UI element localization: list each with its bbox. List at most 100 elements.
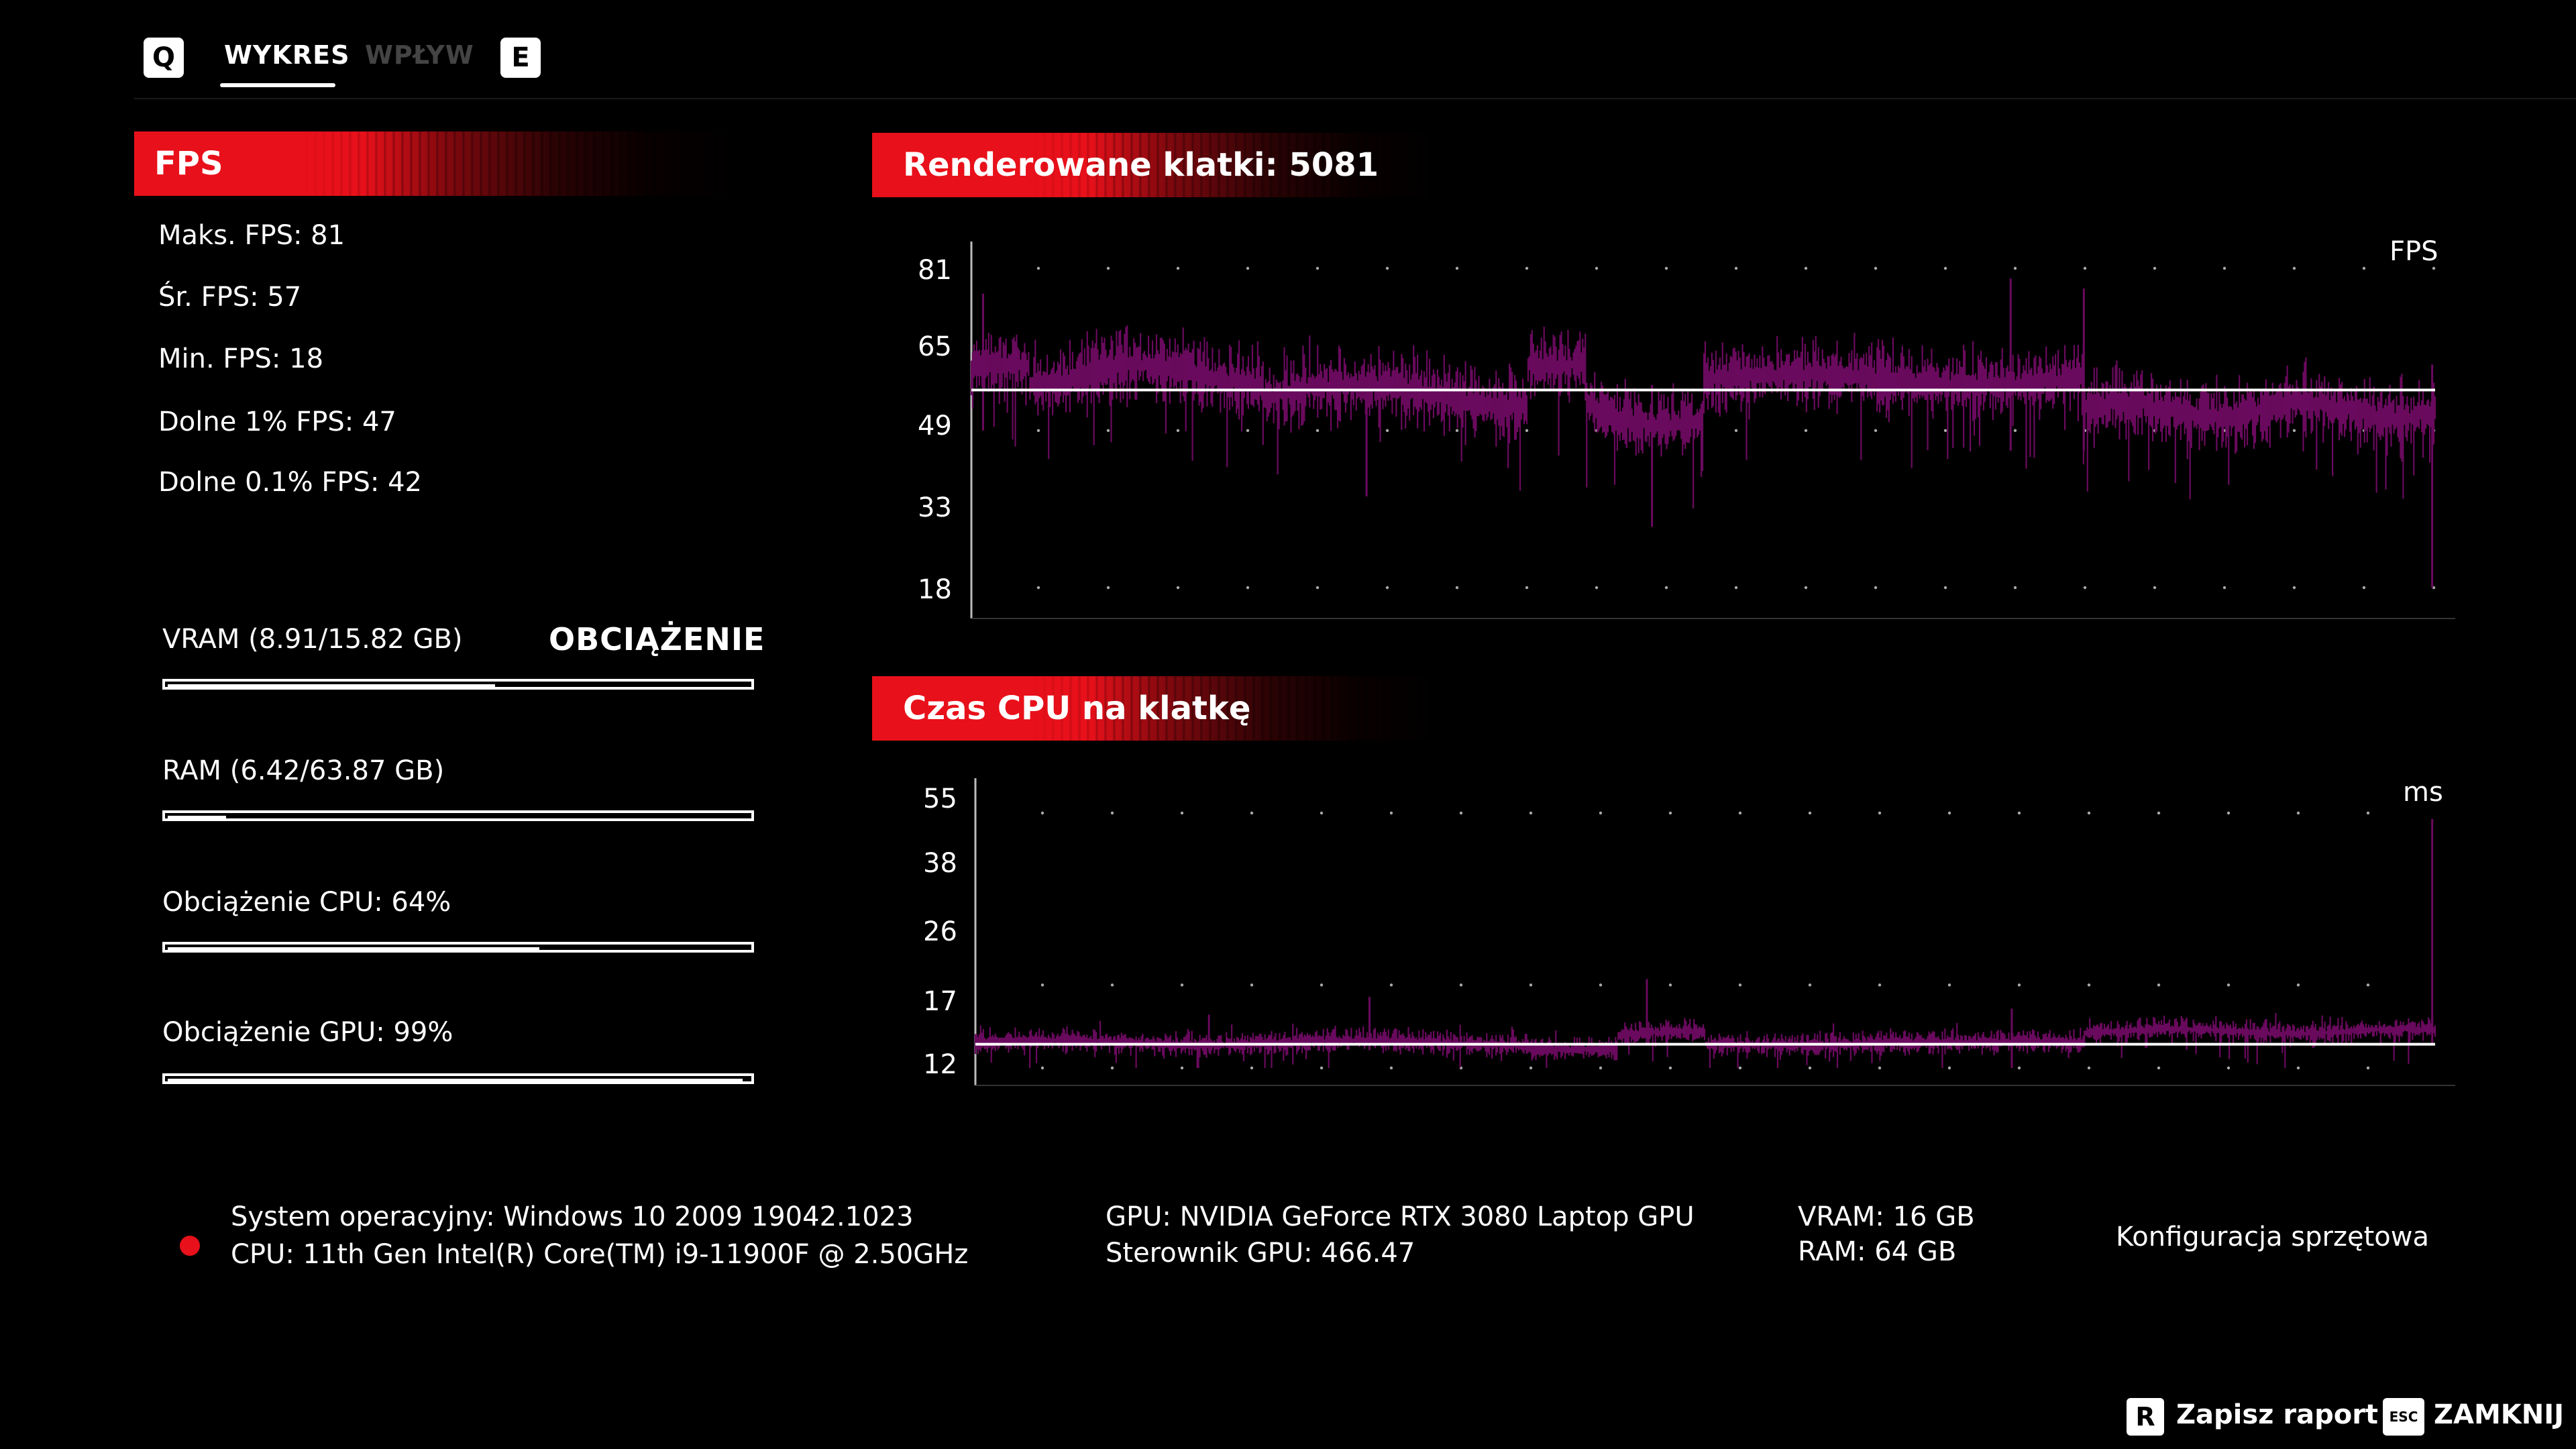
tab-bar-divider (134, 98, 2576, 99)
cpu-tick-12: 12 (923, 1049, 957, 1080)
gpu-load-bar (162, 1073, 754, 1084)
cpu-tick-38: 38 (923, 848, 957, 879)
fps-stat-low1: Dolne 1% FPS: 47 (158, 407, 396, 437)
grid-dot (1599, 811, 1603, 815)
ram-usage-bar (162, 810, 754, 821)
fps-tick-33: 33 (918, 492, 952, 523)
grid-dot (1808, 983, 1812, 987)
grid-dot (2087, 1066, 2091, 1070)
fps-stat-avg: Śr. FPS: 57 (158, 282, 302, 313)
grid-dot (2157, 1066, 2161, 1070)
grid-dot (1595, 266, 1599, 270)
tab-wplyw[interactable]: WPŁYW (365, 40, 474, 70)
grid-dot (1459, 983, 1463, 987)
grid-dot (1385, 586, 1389, 590)
grid-dot (1878, 811, 1882, 815)
grid-dot (1455, 586, 1459, 590)
grid-dot (1525, 429, 1529, 432)
fps-chart-plot (970, 241, 2455, 619)
cpu-tick-17: 17 (923, 986, 957, 1017)
cpu-tick-55: 55 (923, 784, 957, 814)
grid-dot (2083, 586, 2087, 590)
grid-dot (1525, 586, 1529, 590)
grid-dot (1040, 811, 1044, 815)
grid-dot (2296, 983, 2300, 987)
ram-info: RAM: 64 GB (1798, 1236, 1957, 1267)
vram-info: VRAM: 16 GB (1798, 1201, 1975, 1232)
cpu-info: CPU: 11th Gen Intel(R) Core(TM) i9-11900… (231, 1239, 969, 1270)
grid-dot (2362, 266, 2366, 270)
vram-usage-label: VRAM (8.91/15.82 GB) (162, 624, 463, 655)
grid-dot (1320, 983, 1324, 987)
close-key[interactable]: ESC (2383, 1398, 2424, 1436)
fps-tick-81: 81 (918, 255, 952, 286)
cpu-chart-plot (974, 778, 2455, 1086)
grid-dot (1804, 586, 1808, 590)
grid-dot (1599, 983, 1603, 987)
gpu-info: GPU: NVIDIA GeForce RTX 3080 Laptop GPU (1106, 1201, 1695, 1232)
grid-dot (2087, 811, 2091, 815)
grid-dot (1525, 266, 1529, 270)
ram-usage-fill (168, 816, 226, 818)
vram-usage-bar (162, 679, 754, 690)
gpu-load-fill (168, 1079, 743, 1081)
grid-dot (1110, 983, 1114, 987)
grid-dot (1804, 429, 1808, 432)
grid-dot (1878, 983, 1882, 987)
grid-dot (1943, 266, 1947, 270)
prev-tab-key[interactable]: Q (144, 38, 184, 78)
close-button[interactable]: ZAMKNIJ (2434, 1399, 2565, 1430)
grid-dot (2226, 983, 2231, 987)
grid-dot (1246, 586, 1250, 590)
save-report-button[interactable]: Zapisz raport (2176, 1399, 2379, 1430)
save-report-key[interactable]: R (2127, 1398, 2164, 1436)
grid-dot (1385, 429, 1389, 432)
grid-dot (2017, 983, 2021, 987)
tab-wykres[interactable]: WYKRES (224, 40, 350, 70)
grid-dot (1176, 429, 1180, 432)
fps-stat-min: Min. FPS: 18 (158, 343, 324, 374)
grid-dot (1664, 586, 1668, 590)
grid-dot (2013, 429, 2017, 432)
grid-dot (1250, 811, 1254, 815)
next-tab-key[interactable]: E (500, 38, 541, 78)
grid-dot (1110, 811, 1114, 815)
grid-dot (2296, 1066, 2300, 1070)
cpu-chart-unit: ms (2403, 777, 2443, 808)
grid-dot (1455, 266, 1459, 270)
grid-dot (1106, 266, 1110, 270)
grid-dot (1947, 1066, 1951, 1070)
grid-dot (1738, 1066, 1742, 1070)
grid-dot (1106, 429, 1110, 432)
fps-stat-max: Maks. FPS: 81 (158, 220, 345, 251)
grid-dot (1320, 811, 1324, 815)
grid-dot (1595, 586, 1599, 590)
fps-stat-low01: Dolne 0.1% FPS: 42 (158, 467, 423, 498)
grid-dot (1808, 811, 1812, 815)
grid-dot (2013, 266, 2017, 270)
grid-dot (2017, 811, 2021, 815)
grid-dot (1455, 429, 1459, 432)
grid-dot (1036, 429, 1040, 432)
grid-dot (2222, 266, 2226, 270)
fps-panel-title: FPS (154, 145, 223, 182)
grid-dot (1734, 266, 1738, 270)
grid-dot (2226, 1066, 2231, 1070)
grid-dot (2013, 586, 2017, 590)
grid-dot (2226, 811, 2231, 815)
grid-dot (1106, 586, 1110, 590)
grid-dot (2153, 266, 2157, 270)
grid-dot (2083, 266, 2087, 270)
grid-dot (1389, 983, 1393, 987)
fps-panel-header: FPS (134, 131, 738, 196)
grid-dot (1668, 1066, 1672, 1070)
hardware-config-link[interactable]: Konfiguracja sprzętowa (2116, 1222, 2429, 1252)
grid-dot (1320, 1066, 1324, 1070)
grid-dot (2087, 983, 2091, 987)
fps-chart-unit: FPS (2390, 236, 2438, 267)
grid-dot (1040, 983, 1044, 987)
grid-dot (1947, 983, 1951, 987)
grid-dot (2362, 586, 2366, 590)
os-info: System operacyjny: Windows 10 2009 19042… (231, 1201, 914, 1232)
ram-usage-label: RAM (6.42/63.87 GB) (162, 755, 445, 786)
